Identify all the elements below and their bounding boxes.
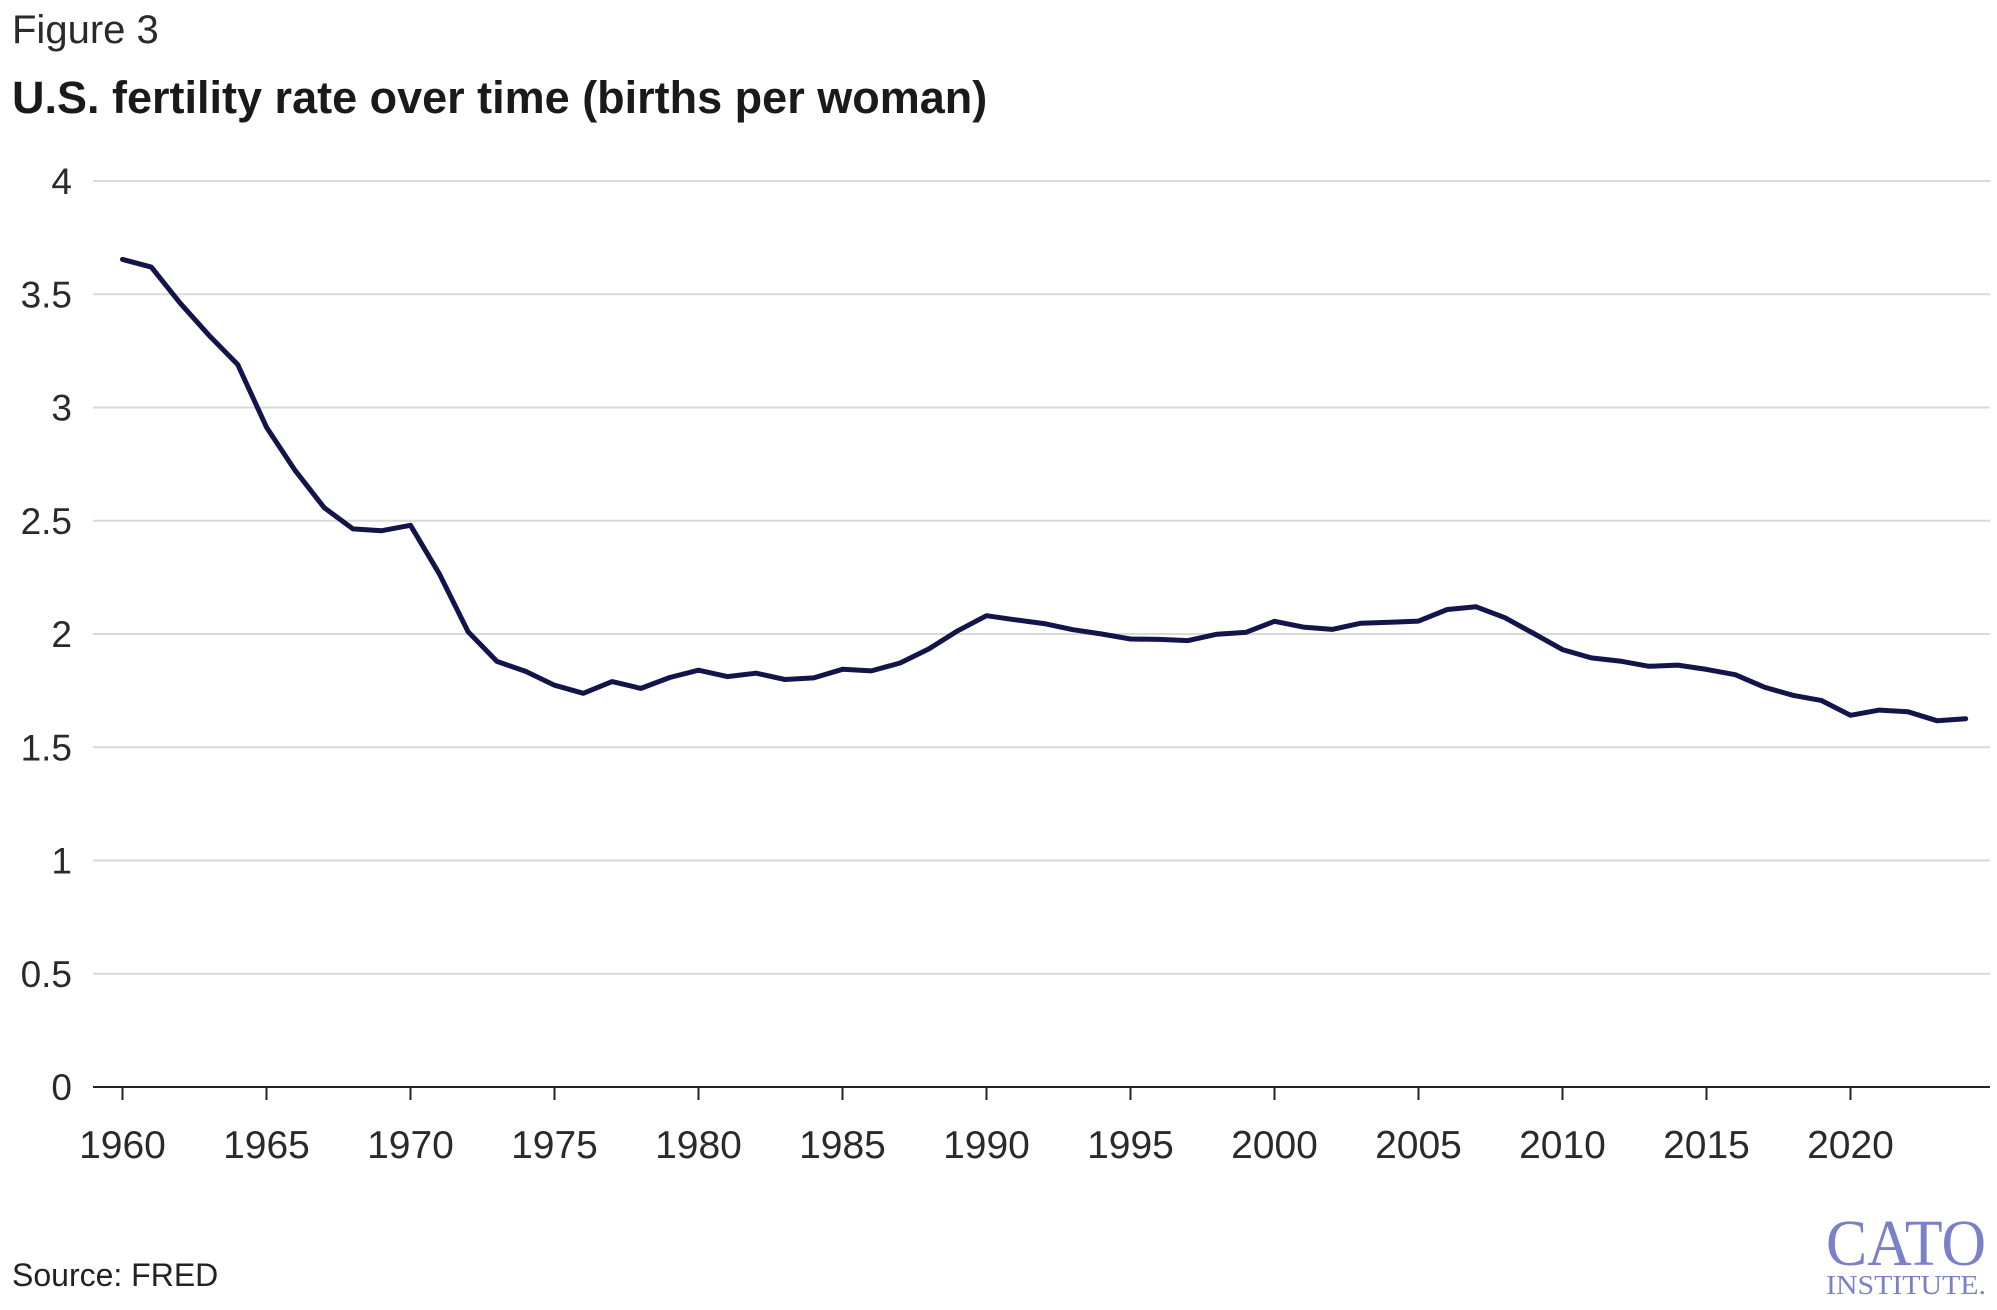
- y-tick-label: 3.5: [21, 274, 72, 315]
- x-tick-label: 2000: [1231, 1124, 1318, 1167]
- y-tick-label: 0: [51, 1067, 72, 1108]
- x-tick-label: 2015: [1663, 1124, 1750, 1167]
- gridlines: [93, 180, 1990, 975]
- y-tick-label: 2.5: [21, 501, 72, 542]
- x-tick-label: 2005: [1375, 1124, 1462, 1167]
- y-tick-label: 3: [51, 388, 72, 429]
- y-tick-label: 0.5: [21, 954, 72, 995]
- x-tick-label: 1990: [943, 1124, 1030, 1167]
- y-tick-label: 2: [51, 614, 72, 655]
- x-tick-label: 2020: [1807, 1124, 1894, 1167]
- x-tick-label: 1970: [367, 1124, 454, 1167]
- x-tick-label: 2010: [1519, 1124, 1606, 1167]
- chart-title: U.S. fertility rate over time (births pe…: [12, 72, 988, 123]
- x-axis: [93, 1086, 1990, 1100]
- x-tick-label: 1985: [799, 1124, 886, 1167]
- x-tick-label: 1975: [511, 1124, 598, 1167]
- x-tick-label: 1995: [1087, 1124, 1174, 1167]
- y-tick-label: 1.5: [21, 727, 72, 768]
- series-line: [120, 256, 1969, 724]
- x-axis-labels: 1960 1965 1970 1975 1980 1985 1990 1995 2000 2005…: [79, 1124, 1894, 1167]
- y-axis-labels: 0 0.5 1 1.5 2 2.5 3 3.5 4: [21, 161, 72, 1108]
- logo-subtitle: INSTITUTE.: [1826, 1270, 1986, 1300]
- cato-logo: CATO INSTITUTE.: [1826, 1210, 1986, 1300]
- figure-label: Figure 3: [12, 8, 159, 52]
- series-layer: [120, 256, 1969, 724]
- logo-wordmark: CATO: [1826, 1210, 1986, 1280]
- x-tick-label: 1965: [223, 1124, 310, 1167]
- y-tick-label: 1: [51, 841, 72, 882]
- x-tick-label: 1980: [655, 1124, 742, 1167]
- y-tick-label: 4: [51, 161, 72, 202]
- source-note: Source: FRED: [12, 1257, 219, 1293]
- x-tick-label: 1960: [79, 1124, 166, 1167]
